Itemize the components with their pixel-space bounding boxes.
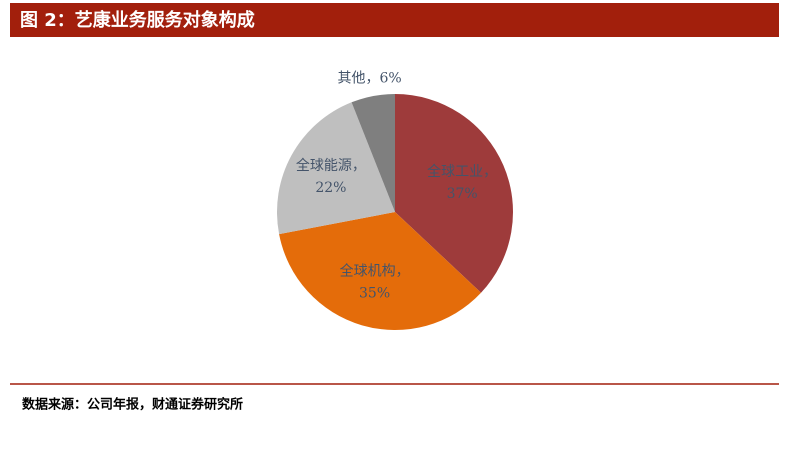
pie-slice <box>277 102 395 235</box>
label-category: 全球工业 <box>427 163 483 180</box>
label-separator: ， <box>365 71 379 87</box>
value-label: 35% <box>359 285 390 301</box>
pie-slice <box>279 212 482 331</box>
label-category: 全球机构 <box>340 262 396 279</box>
source: 数据来源：公司年报，财通证券研究所 <box>22 397 243 413</box>
chart-title: 图 2：艺康业务服务对象构成 <box>20 9 255 31</box>
pie-slice <box>351 94 395 212</box>
title-bar <box>10 3 779 37</box>
slice-label: 全球能源， 22% <box>296 157 366 196</box>
label-category: 其他 <box>337 71 365 87</box>
slice-label: 全球工业， 37% <box>427 163 497 202</box>
value-label: 22% <box>315 180 346 196</box>
value-label: 37% <box>447 186 478 202</box>
slice-label: 全球机构， 35% <box>340 262 410 301</box>
pie: 全球工业， 37%全球机构， 35%全球能源， 22%其他，6% <box>277 71 513 331</box>
label-separator: ， <box>352 158 366 174</box>
pie-slice <box>395 94 513 293</box>
label-separator: ， <box>396 263 410 279</box>
label-category: 全球能源 <box>296 157 352 174</box>
slice-label: 其他，6% <box>337 71 401 87</box>
label-separator: ， <box>483 164 497 180</box>
value-label: 6% <box>379 71 401 87</box>
